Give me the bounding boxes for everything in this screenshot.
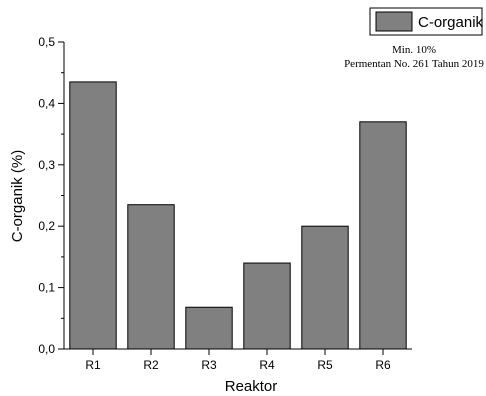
annotation-line-1: Min. 10% (392, 44, 436, 56)
legend: C-organik (369, 7, 484, 36)
x-tick-label: R5 (317, 358, 333, 372)
y-axis-label: C-organik (%) (9, 150, 26, 243)
legend-swatch (375, 11, 413, 32)
annotation-line-2: Permentan No. 261 Tahun 2019 (344, 58, 484, 70)
bar-r1 (69, 81, 117, 350)
x-tick-label: R1 (85, 358, 101, 372)
bars (69, 81, 407, 350)
y-tick-label: 0,0 (38, 342, 55, 356)
bar-r6 (359, 121, 407, 350)
y-tick-label: 0,2 (38, 219, 55, 233)
y-axis-ticks: 0,0 0,1 0,2 0,3 0,4 0,5 (38, 35, 64, 356)
y-tick-label: 0,1 (38, 281, 55, 295)
x-axis-label: Reaktor (225, 378, 278, 395)
x-tick-label: R4 (259, 358, 275, 372)
x-tick-label: R6 (375, 358, 391, 372)
bar-r3 (185, 306, 233, 350)
legend-label: C-organik (418, 14, 484, 31)
y-tick-label: 0,4 (38, 96, 55, 110)
bar-r4 (243, 262, 291, 350)
y-tick-label: 0,3 (38, 158, 55, 172)
bar-r2 (127, 204, 175, 350)
x-tick-label: R3 (201, 358, 217, 372)
x-tick-label: R2 (143, 358, 159, 372)
y-tick-label: 0,5 (38, 35, 55, 49)
bar-r5 (301, 225, 349, 350)
x-axis-ticks: R1 R2 R3 R4 R5 R6 (85, 349, 391, 372)
